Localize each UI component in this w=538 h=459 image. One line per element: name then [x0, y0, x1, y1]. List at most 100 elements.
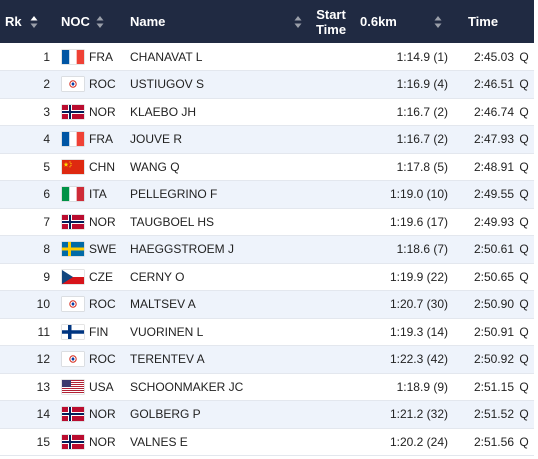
flag-icon-fra — [62, 49, 84, 64]
noc-cell: ROC — [56, 70, 120, 99]
col-q-header — [514, 0, 534, 43]
col-rk-header[interactable]: Rk — [0, 0, 56, 43]
sort-icon[interactable] — [294, 15, 302, 29]
rank-cell: 1 — [0, 43, 56, 71]
flag-icon-cze — [62, 269, 84, 284]
qualified-mark: Q — [514, 263, 534, 291]
flag-icon-nor — [62, 214, 84, 229]
noc-cell: ROC — [56, 345, 120, 374]
flag-icon-chn — [62, 159, 84, 174]
athlete-name[interactable]: TERENTEV A — [120, 345, 308, 374]
flag-icon-roc — [62, 352, 84, 367]
athlete-name[interactable]: TAUGBOEL HS — [120, 208, 308, 236]
flag-icon-roc — [62, 297, 84, 312]
athlete-name[interactable]: WANG Q — [120, 153, 308, 181]
noc-code: CHN — [89, 159, 115, 174]
rank-cell: 10 — [0, 290, 56, 319]
noc-cell: ROC — [56, 290, 120, 319]
col-time-label: Time — [467, 14, 499, 29]
noc-code: FRA — [89, 132, 113, 147]
rank-cell: 12 — [0, 345, 56, 374]
col-start-label-line2: Time — [315, 21, 347, 37]
table-row[interactable]: 15 NOR VALNES E 1:20.2 (24) 2:51.56 Q — [0, 428, 534, 456]
athlete-name[interactable]: SCHOONMAKER JC — [120, 373, 308, 401]
flag-icon-usa — [62, 379, 84, 394]
athlete-name[interactable]: USTIUGOV S — [120, 70, 308, 99]
athlete-name[interactable]: PELLEGRINO F — [120, 180, 308, 209]
noc-cell: NOR — [56, 400, 120, 429]
qualified-mark: Q — [514, 318, 534, 346]
split-time-cell: 1:20.7 (30) — [354, 290, 452, 319]
athlete-name[interactable]: MALTSEV A — [120, 290, 308, 319]
col-name-header[interactable]: Name — [120, 0, 308, 43]
split-time-cell: 1:19.0 (10) — [354, 180, 452, 209]
athlete-name[interactable]: GOLBERG P — [120, 400, 308, 429]
col-noc-header[interactable]: NOC — [56, 0, 120, 43]
rank-cell: 14 — [0, 400, 56, 429]
athlete-name[interactable]: CHANAVAT L — [120, 43, 308, 71]
sort-icon[interactable] — [96, 15, 104, 29]
split-time-cell: 1:16.9 (4) — [354, 70, 452, 99]
qualified-mark: Q — [514, 153, 534, 181]
flag-icon-roc — [62, 77, 84, 92]
start-time-cell — [308, 180, 354, 209]
rank-cell: 6 — [0, 180, 56, 209]
table-row[interactable]: 7 NOR TAUGBOEL HS 1:19.6 (17) 2:49.93 Q — [0, 208, 534, 236]
finish-time-cell: 2:51.15 — [452, 373, 514, 401]
table-row[interactable]: 6 ITA PELLEGRINO F 1:19.0 (10) 2:49.55 Q — [0, 180, 534, 209]
start-time-cell — [308, 208, 354, 236]
table-row[interactable]: 1 FRA CHANAVAT L 1:14.9 (1) 2:45.03 Q — [0, 43, 534, 71]
start-time-cell — [308, 153, 354, 181]
noc-cell: FIN — [56, 318, 120, 346]
start-time-cell — [308, 290, 354, 319]
start-time-cell — [308, 98, 354, 126]
noc-code: NOR — [89, 214, 116, 229]
rank-cell: 4 — [0, 125, 56, 154]
athlete-name[interactable]: CERNY O — [120, 263, 308, 291]
table-row[interactable]: 3 NOR KLAEBO JH 1:16.7 (2) 2:46.74 Q — [0, 98, 534, 126]
col-rk-label: Rk — [5, 14, 22, 29]
noc-code: NOR — [89, 407, 116, 422]
athlete-name[interactable]: KLAEBO JH — [120, 98, 308, 126]
header-row: Rk NOC Name — [0, 0, 534, 43]
finish-time-cell: 2:50.92 — [452, 345, 514, 374]
noc-cell: FRA — [56, 125, 120, 154]
sort-icon[interactable] — [30, 15, 38, 29]
table-row[interactable]: 10 ROC MALTSEV A 1:20.7 (30) 2:50.90 Q — [0, 290, 534, 319]
qualified-mark: Q — [514, 43, 534, 71]
athlete-name[interactable]: VALNES E — [120, 428, 308, 456]
table-row[interactable]: 12 ROC TERENTEV A 1:22.3 (42) 2:50.92 Q — [0, 345, 534, 374]
flag-icon-nor — [62, 434, 84, 449]
qualified-mark: Q — [514, 428, 534, 456]
table-row[interactable]: 9 CZE CERNY O 1:19.9 (22) 2:50.65 Q — [0, 263, 534, 291]
finish-time-cell: 2:46.51 — [452, 70, 514, 99]
finish-time-cell: 2:51.56 — [452, 428, 514, 456]
start-time-cell — [308, 263, 354, 291]
table-row[interactable]: 5 CHN WANG Q 1:17.8 (5) 2:48.91 Q — [0, 153, 534, 181]
athlete-name[interactable]: JOUVE R — [120, 125, 308, 154]
table-row[interactable]: 2 ROC USTIUGOV S 1:16.9 (4) 2:46.51 Q — [0, 70, 534, 99]
col-time-header[interactable]: Time — [452, 0, 514, 43]
split-time-cell: 1:16.7 (2) — [354, 125, 452, 154]
table-row[interactable]: 13 USA SCHOONMAKER JC 1:18.9 (9) 2:51.15… — [0, 373, 534, 401]
noc-code: NOR — [89, 434, 116, 449]
table-row[interactable]: 14 NOR GOLBERG P 1:21.2 (32) 2:51.52 Q — [0, 400, 534, 429]
table-row[interactable]: 11 FIN VUORINEN L 1:19.3 (14) 2:50.91 Q — [0, 318, 534, 346]
col-start-time-header[interactable]: Start Time — [308, 0, 354, 43]
athlete-name[interactable]: HAEGGSTROEM J — [120, 235, 308, 264]
noc-cell: ITA — [56, 180, 120, 209]
flag-icon-fra — [62, 132, 84, 147]
table-row[interactable]: 8 SWE HAEGGSTROEM J 1:18.6 (7) 2:50.61 Q — [0, 235, 534, 264]
col-split-header[interactable]: 0.6km — [354, 0, 452, 43]
flag-icon-ita — [62, 187, 84, 202]
sort-icon[interactable] — [434, 15, 442, 29]
col-start-label-line1: Start — [316, 6, 346, 22]
table-row[interactable]: 4 FRA JOUVE R 1:16.7 (2) 2:47.93 Q — [0, 125, 534, 154]
athlete-name[interactable]: VUORINEN L — [120, 318, 308, 346]
split-time-cell: 1:19.3 (14) — [354, 318, 452, 346]
split-time-cell: 1:17.8 (5) — [354, 153, 452, 181]
start-time-cell — [308, 373, 354, 401]
col-split-label: 0.6km — [360, 14, 397, 29]
noc-cell: CHN — [56, 153, 120, 181]
start-time-cell — [308, 428, 354, 456]
